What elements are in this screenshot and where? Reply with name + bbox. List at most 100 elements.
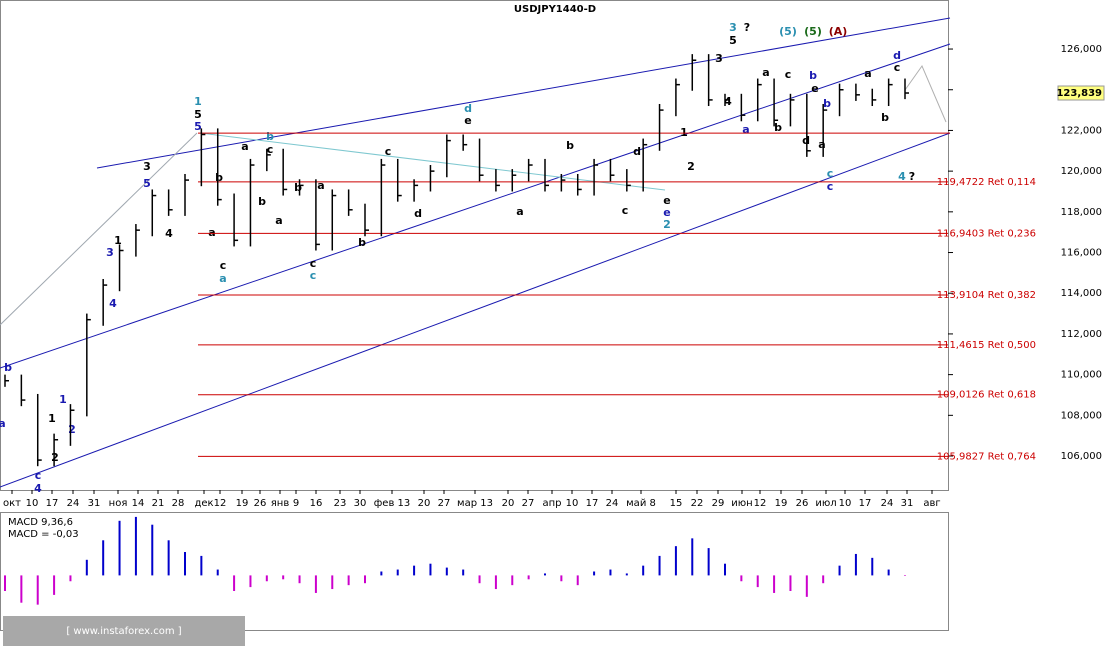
x-tick-label: 29: [712, 498, 725, 509]
x-tick-label: 31: [901, 498, 914, 509]
macd-bar: [233, 575, 236, 591]
y-tick-label: 116,000: [1061, 248, 1102, 259]
wave-label: 4: [34, 482, 42, 495]
wave-label: b: [774, 121, 782, 134]
macd-bar: [462, 569, 465, 576]
x-tick-label: ноя: [109, 498, 128, 509]
wave-label: 4: [109, 297, 117, 310]
x-tick-label: 20: [418, 498, 431, 509]
y-tick-label: 112,000: [1061, 329, 1102, 340]
macd-bar: [265, 575, 268, 582]
wave-label: (5): [804, 25, 822, 38]
y-tick-label: 126,000: [1061, 44, 1102, 55]
x-tick-label: 24: [881, 498, 894, 509]
macd-bar: [805, 575, 808, 597]
macd-bar: [249, 575, 252, 588]
wave-label: a: [241, 140, 248, 153]
trendlines: [0, 17, 951, 488]
macd-bar: [413, 565, 416, 576]
wave-label: a: [762, 66, 769, 79]
macd-frame: [0, 512, 949, 631]
watermark-box: [3, 616, 245, 646]
macd-bar: [707, 548, 710, 576]
channel-middle: [0, 43, 951, 369]
y-tick-label: 106,000: [1061, 451, 1102, 462]
macd-bar: [216, 569, 219, 576]
macd-bar: [838, 565, 841, 576]
wave-label: 1: [48, 412, 56, 425]
wave-label: e: [811, 82, 818, 95]
macd-bar: [331, 575, 334, 590]
wave-label: (A): [829, 25, 848, 38]
macd-bar: [134, 516, 137, 576]
projection: [904, 64, 947, 123]
wave-label: b: [823, 97, 831, 110]
wave-label: c: [785, 68, 792, 81]
wave-label: b: [881, 111, 889, 124]
macd-bar: [494, 575, 497, 590]
wave-label: c: [385, 145, 392, 158]
x-tick-label: 23: [334, 498, 347, 509]
x-tick-label: 22: [691, 498, 704, 509]
x-tick-label: 27: [522, 498, 535, 509]
fib-label: 119,4722 Ret 0,114: [937, 177, 1036, 188]
macd-bar: [364, 575, 366, 584]
fib-label: 109,0126 Ret 0,618: [937, 390, 1036, 401]
x-tick-label: 21: [152, 498, 165, 509]
wave-label: d: [464, 102, 472, 115]
macd-bar: [544, 573, 546, 576]
macd-bar: [151, 524, 154, 576]
macd-bar: [871, 557, 874, 576]
wave-label: c: [622, 204, 629, 217]
wave-label: a: [742, 123, 749, 136]
macd-bar: [740, 575, 743, 582]
wave-label: d: [802, 134, 810, 147]
wave-label: 1: [194, 95, 202, 108]
x-tick-label: 19: [236, 498, 249, 509]
x-tick-label: 24: [606, 498, 619, 509]
macd-bar: [4, 575, 6, 591]
macd-bar: [511, 575, 514, 586]
wave-label: b: [566, 139, 574, 152]
wave-label: b: [215, 171, 223, 184]
x-tick-label: 15: [670, 498, 683, 509]
x-tick-label: 27: [438, 498, 451, 509]
wave-label: e: [663, 206, 670, 219]
y-tick-label: 120,000: [1061, 166, 1102, 177]
macd-bar: [85, 559, 88, 576]
macd-bar: [396, 569, 399, 576]
channel-upper: [96, 17, 951, 169]
x-tick-label: 24: [67, 498, 80, 509]
wave-label: 5: [143, 177, 151, 190]
wave-label: d: [633, 145, 641, 158]
x-tick-label: 10: [26, 498, 39, 509]
x-tick-label: 28: [172, 498, 185, 509]
wave-label: 1: [114, 234, 122, 247]
wave-label: a: [219, 272, 226, 285]
macd-bar: [609, 569, 612, 576]
wave-label: a: [0, 417, 6, 430]
x-tick-label: 26: [254, 498, 267, 509]
wave-label: d: [414, 207, 422, 220]
wave-label: c: [310, 269, 317, 282]
wave-label: b: [4, 361, 12, 374]
x-tick-label: 20: [502, 498, 515, 509]
macd-bar: [298, 575, 301, 584]
macd-title: MACD 9,36,6: [8, 517, 73, 528]
wave-label: 5: [194, 108, 202, 121]
fib-label: 105,9827 Ret 0,764: [937, 451, 1036, 462]
wave-label: 1: [59, 393, 67, 406]
macd-bar: [36, 575, 39, 605]
y-tick-label: 108,000: [1061, 410, 1102, 421]
x-tick-label: 10: [566, 498, 579, 509]
wave-label: ?: [909, 170, 915, 183]
x-tick-label: май 8: [626, 498, 656, 509]
x-tick-label: 17: [46, 498, 59, 509]
macd-bar: [347, 575, 350, 586]
x-tick-label: дек: [194, 498, 213, 509]
macd-bar: [887, 569, 890, 576]
wave-label: a: [275, 214, 282, 227]
x-tick-label: 9: [293, 498, 299, 509]
wave-label: e: [663, 194, 670, 207]
